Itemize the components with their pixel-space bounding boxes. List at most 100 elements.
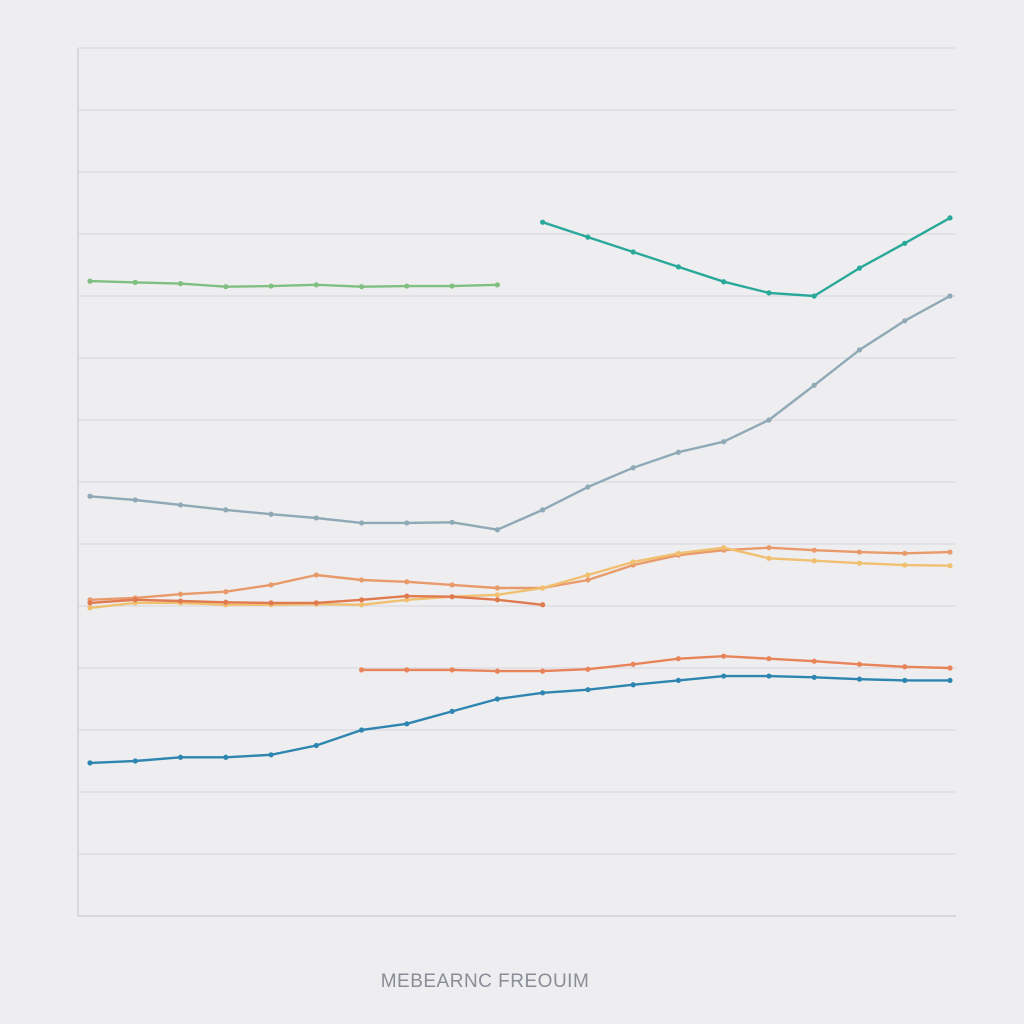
point <box>358 602 365 608</box>
point <box>313 515 319 521</box>
point <box>177 754 184 760</box>
point <box>494 668 500 674</box>
point <box>494 585 500 591</box>
point <box>404 667 410 673</box>
point <box>87 760 93 766</box>
point <box>630 559 636 565</box>
point <box>494 696 500 702</box>
point <box>313 282 319 288</box>
point <box>177 598 184 604</box>
point <box>449 283 455 289</box>
point <box>947 665 953 671</box>
point <box>268 283 274 289</box>
point <box>223 284 229 290</box>
point <box>404 593 410 599</box>
point <box>766 290 772 296</box>
point <box>132 597 138 603</box>
point <box>630 249 636 255</box>
point <box>358 284 365 290</box>
point <box>358 667 365 673</box>
point <box>358 727 365 733</box>
series-line <box>88 546 952 601</box>
point <box>856 347 863 353</box>
point <box>585 577 591 583</box>
point <box>947 293 953 299</box>
point <box>630 465 636 471</box>
point <box>268 600 274 606</box>
point <box>494 282 500 288</box>
point <box>449 708 455 715</box>
point <box>132 497 138 503</box>
point <box>630 661 636 667</box>
point <box>494 597 500 603</box>
point <box>540 690 546 696</box>
point <box>585 234 591 240</box>
series-line <box>88 674 952 765</box>
point <box>811 658 817 664</box>
point <box>766 555 772 561</box>
point <box>494 527 500 533</box>
point <box>766 545 772 551</box>
point <box>811 674 817 680</box>
point <box>811 547 817 553</box>
point <box>902 318 908 324</box>
point <box>721 279 727 285</box>
point <box>449 519 455 525</box>
point <box>540 219 546 225</box>
point <box>811 558 817 564</box>
point <box>404 597 410 603</box>
point <box>87 605 93 611</box>
point <box>856 265 863 271</box>
point <box>132 758 138 764</box>
point <box>223 754 229 760</box>
point <box>585 484 591 490</box>
point <box>358 520 365 526</box>
point <box>223 589 229 595</box>
point <box>585 666 591 672</box>
point <box>947 549 953 555</box>
point <box>856 560 863 566</box>
point <box>721 653 727 659</box>
point <box>223 507 229 513</box>
series-line <box>88 279 499 288</box>
series-line <box>88 546 952 610</box>
point <box>358 577 365 583</box>
point <box>494 592 500 598</box>
series-line <box>88 294 952 531</box>
point <box>585 687 591 693</box>
point <box>313 572 319 578</box>
point <box>811 382 817 388</box>
point <box>675 550 682 556</box>
point <box>856 549 863 555</box>
point <box>902 240 908 246</box>
point <box>947 215 953 221</box>
point <box>540 585 546 591</box>
series-line <box>360 655 952 673</box>
point <box>449 667 455 673</box>
point <box>856 661 863 667</box>
point <box>313 742 319 749</box>
point <box>177 281 184 287</box>
point <box>358 597 365 603</box>
point <box>540 602 546 608</box>
point <box>268 511 274 517</box>
point <box>630 682 636 688</box>
point <box>223 599 229 605</box>
point <box>449 582 455 588</box>
point <box>811 293 817 299</box>
point <box>313 600 319 606</box>
series-line <box>541 216 952 298</box>
point <box>404 721 410 727</box>
point <box>675 449 682 455</box>
point <box>947 677 953 684</box>
point <box>721 439 727 445</box>
point <box>177 502 184 508</box>
point <box>766 673 772 679</box>
point <box>87 493 93 499</box>
point <box>675 677 682 684</box>
point <box>856 676 863 682</box>
point <box>87 278 93 284</box>
point <box>404 579 410 585</box>
